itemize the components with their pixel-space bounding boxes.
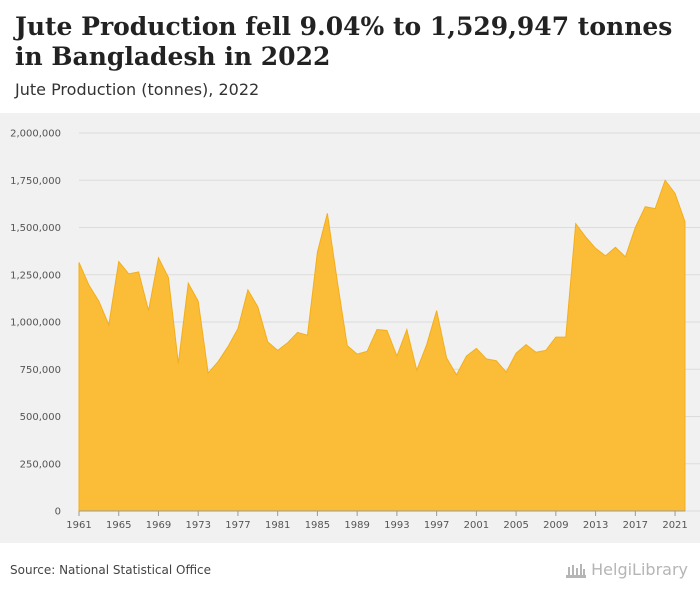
x-tick-label: 1993 xyxy=(384,520,409,531)
x-tick-label: 1969 xyxy=(146,520,171,531)
x-tick-label: 1981 xyxy=(265,520,290,531)
area-series xyxy=(78,179,686,512)
x-axis: 1961 1965 1969 1973 1977 1981 1985 1989 1993 1997… xyxy=(66,510,688,531)
y-tick-label: 0 xyxy=(55,507,61,518)
y-tick-label: 250,000 xyxy=(20,459,61,470)
x-tick-label: 2017 xyxy=(623,520,648,531)
chart-subtitle: Jute Production (tonnes), 2022 xyxy=(15,80,260,99)
x-tick-label: 1977 xyxy=(225,520,250,531)
x-tick-label: 1973 xyxy=(185,520,210,531)
chart-header: Jute Production fell 9.04% to 1,529,947 … xyxy=(0,0,700,112)
y-tick-label: 1,000,000 xyxy=(10,318,61,329)
helgi-library-logo[interactable]: HelgiLibrary xyxy=(565,560,688,579)
x-tick-label: 2013 xyxy=(583,520,608,531)
x-tick-label: 1965 xyxy=(106,520,131,531)
y-tick-label: 750,000 xyxy=(20,365,61,376)
brand-name: HelgiLibrary xyxy=(591,560,688,579)
x-tick-label: 1989 xyxy=(344,520,369,531)
jute-production-chart: 0 250,000 500,000 750,000 1,000,000 1,250,000… xyxy=(10,129,700,531)
x-tick-label: 1985 xyxy=(305,520,330,531)
y-tick-label: 1,750,000 xyxy=(10,176,61,187)
x-tick-label: 2009 xyxy=(543,520,568,531)
y-tick-label: 1,250,000 xyxy=(10,270,61,281)
x-tick-label: 1997 xyxy=(424,520,449,531)
y-axis: 0 250,000 500,000 750,000 1,000,000 1,250,000… xyxy=(10,129,61,518)
source-note: Source: National Statistical Office xyxy=(10,563,212,577)
x-tick-label: 2005 xyxy=(503,520,528,531)
library-building-icon xyxy=(566,563,587,578)
x-tick-label: 2001 xyxy=(464,520,489,531)
x-tick-label: 1961 xyxy=(66,520,91,531)
area-fill xyxy=(78,179,686,512)
y-tick-label: 1,500,000 xyxy=(10,223,61,234)
x-tick-label: 2021 xyxy=(662,520,687,531)
y-tick-label: 500,000 xyxy=(20,412,61,423)
y-tick-label: 2,000,000 xyxy=(10,129,61,140)
chart-title: Jute Production fell 9.04% to 1,529,947 … xyxy=(15,12,673,71)
